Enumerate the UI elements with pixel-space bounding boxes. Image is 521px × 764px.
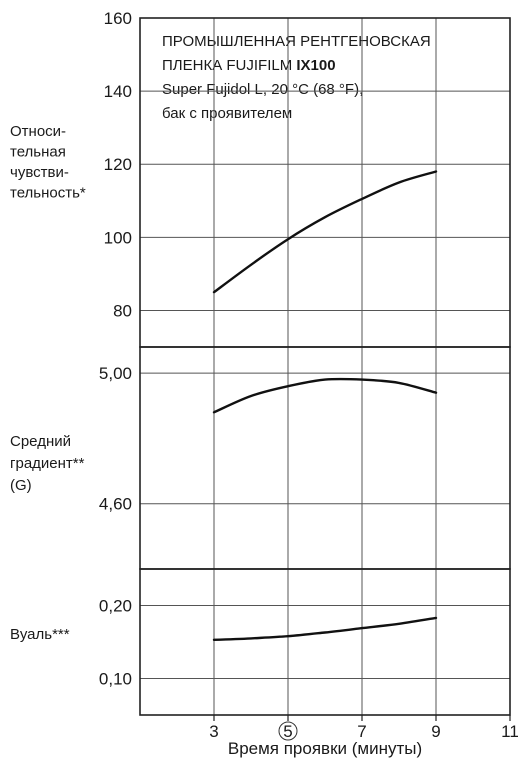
x-axis-label: Время проявки (минуты) [228,739,422,758]
y-tick-label-p1-4: 160 [104,9,132,28]
title-line-2: ПЛЕНКА FUJIFILM IX100 [162,57,336,74]
y-axis-label-p1-line-2: тельная [10,144,66,161]
chart-title: ПРОМЫШЛЕННАЯ РЕНТГЕНОВСКАЯ ПЛЕНКА FUJIFI… [162,33,431,122]
series-line-p1-1 [212,170,438,294]
y-tick-label-p1-1: 100 [104,228,132,247]
y-axis-label-p1-line-4: тельность* [10,185,86,202]
panel-frame-3 [139,568,511,716]
y-tick-label-p3-1: 0,20 [99,597,132,616]
title-line-4: бак с проявителем [162,105,292,122]
y-tick-label-p1-2: 120 [104,155,132,174]
y-axis-label-p2-line-1: Средний [10,433,71,450]
title-line-3: Super Fujidol L, 20 °C (68 °F), [162,81,363,98]
title-line-1: ПРОМЫШЛЕННАЯ РЕНТГЕНОВСКАЯ [162,33,431,50]
x-tick-label-7: 7 [357,722,366,741]
title-line-2-bold: IX100 [296,57,335,74]
y-tick-label-p3-0: 0,10 [99,670,132,689]
x-tick-label-11: 11 [501,722,519,741]
x-tick-circle-5 [278,721,298,741]
x-tick-label-9: 9 [431,722,440,741]
y-axis-label-p2-line-2: градиент** [10,455,85,472]
y-axis-label-p2-line-3: (G) [10,477,32,494]
y-tick-label-p1-0: 80 [113,301,132,320]
y-axis-label-p1-line-1: Относи- [10,123,66,140]
y-axis-label-p1-line-3: чувстви- [10,164,69,181]
y-tick-label-p2-1: 5,00 [99,364,132,383]
x-tick-label-3: 3 [209,722,218,741]
series-line-p3-1 [212,616,438,641]
y-tick-label-p1-3: 140 [104,82,132,101]
y-axis-label-p3-line-1: Вуаль*** [10,626,70,643]
x-tick-label-5: 5 [283,722,292,741]
y-tick-label-p2-0: 4,60 [99,495,132,514]
title-line-2-prefix: ПЛЕНКА FUJIFILM [162,57,296,74]
series-line-p2-1 [212,377,438,414]
